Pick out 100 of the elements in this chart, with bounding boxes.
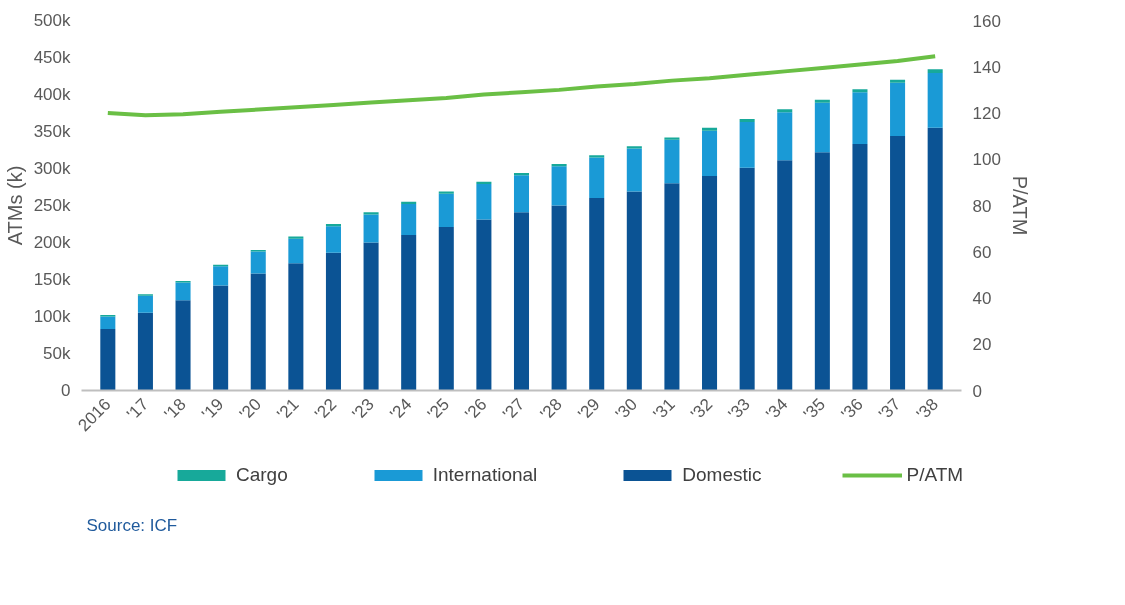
bar	[213, 285, 229, 391]
bar	[175, 282, 191, 301]
bar	[476, 181, 492, 185]
bar	[814, 102, 830, 153]
bar	[890, 82, 906, 136]
bar	[250, 273, 266, 391]
bar	[664, 183, 680, 391]
x-tick-label: '28	[536, 394, 566, 424]
bar	[513, 212, 530, 391]
bar	[438, 193, 454, 227]
bar	[589, 157, 605, 199]
y2-tick-label: 120	[972, 104, 1001, 123]
y2-tick-label: 80	[972, 196, 992, 216]
x-tick-label: '24	[386, 394, 416, 424]
bar	[476, 184, 492, 220]
bar	[137, 295, 153, 313]
x-tick-label: '27	[499, 394, 529, 424]
bar	[288, 236, 304, 239]
bar	[814, 152, 830, 391]
bar	[250, 251, 266, 274]
bar	[664, 137, 680, 140]
bar	[702, 175, 718, 391]
bar	[927, 69, 943, 74]
line-series	[105, 54, 938, 118]
x-tick-label: '18	[160, 394, 190, 424]
bar	[363, 242, 379, 391]
y2-tick-label: 100	[972, 150, 1001, 170]
y2-tick-label: 0	[972, 381, 982, 401]
legend-label: P/ATM	[906, 464, 964, 486]
bar	[100, 316, 116, 330]
bar	[438, 226, 454, 391]
bar	[927, 73, 943, 128]
bar	[626, 148, 642, 192]
y2-axis-title: P/ATM	[1008, 175, 1031, 236]
bar	[401, 235, 417, 391]
y-tick-label: 300k	[33, 159, 71, 178]
y2-tick-label: 20	[972, 335, 992, 355]
x-tick-label: '21	[273, 394, 303, 424]
y-tick-label: 200k	[33, 233, 71, 252]
y-tick-label: 50k	[43, 344, 71, 363]
bar	[325, 224, 341, 227]
bar	[100, 329, 116, 391]
bar	[363, 212, 379, 215]
bar	[814, 99, 830, 103]
y-tick-label: 350k	[33, 122, 71, 141]
x-tick-label: '37	[875, 394, 905, 424]
bar	[476, 219, 492, 391]
x-tick-label: '30	[611, 394, 642, 424]
x-tick-label: '19	[198, 394, 228, 424]
x-tick-label: '32	[687, 394, 717, 424]
y-tick-label: 450k	[33, 48, 71, 67]
bar	[551, 205, 567, 391]
y-axis-title: ATMs (k)	[3, 165, 26, 246]
x-tick-label: '22	[311, 394, 341, 424]
bar	[438, 191, 454, 194]
bar	[702, 130, 718, 176]
x-tick-label: '17	[123, 394, 153, 424]
bar	[589, 198, 605, 391]
bar	[777, 160, 793, 391]
bar	[325, 226, 341, 253]
bar	[551, 164, 567, 167]
bar	[852, 92, 868, 145]
x-tick-label: '38	[912, 394, 942, 424]
x-tick-label: '36	[837, 394, 867, 424]
bar	[513, 175, 530, 213]
bar	[626, 146, 642, 149]
x-tick-label: '29	[574, 394, 604, 424]
y2-tick-label: 60	[972, 242, 992, 262]
y2-tick-label: 140	[972, 57, 1001, 77]
bar	[626, 191, 642, 391]
bar	[325, 252, 341, 391]
bar	[401, 204, 417, 236]
y-tick-label: 250k	[33, 196, 71, 215]
bar	[702, 127, 718, 131]
y-tick-label: 400k	[33, 85, 71, 104]
bar	[927, 127, 943, 391]
bar	[363, 214, 379, 243]
y-tick-label: 150k	[33, 270, 71, 289]
bar	[739, 167, 755, 391]
x-tick-label: '35	[799, 394, 830, 424]
y2-tick-label: 40	[972, 289, 992, 308]
bar	[551, 166, 567, 206]
x-tick-label: '33	[724, 394, 754, 424]
x-tick-label: '34	[762, 394, 792, 424]
bar	[739, 118, 755, 122]
bar	[777, 109, 793, 113]
bar	[288, 263, 304, 391]
legend-label: International	[432, 464, 538, 486]
y-tick-label: 100k	[33, 307, 71, 326]
source-note: Source: ICF	[86, 515, 178, 535]
bar	[890, 79, 906, 83]
x-tick-label: '31	[649, 394, 679, 424]
x-tick-label: '23	[348, 394, 378, 424]
legend-label: Cargo	[236, 464, 288, 486]
bar	[890, 135, 906, 391]
bar	[852, 144, 868, 391]
x-tick-label: '26	[461, 394, 491, 424]
bar	[777, 112, 793, 161]
bar	[739, 121, 755, 168]
legend-label: Domestic	[682, 464, 762, 486]
